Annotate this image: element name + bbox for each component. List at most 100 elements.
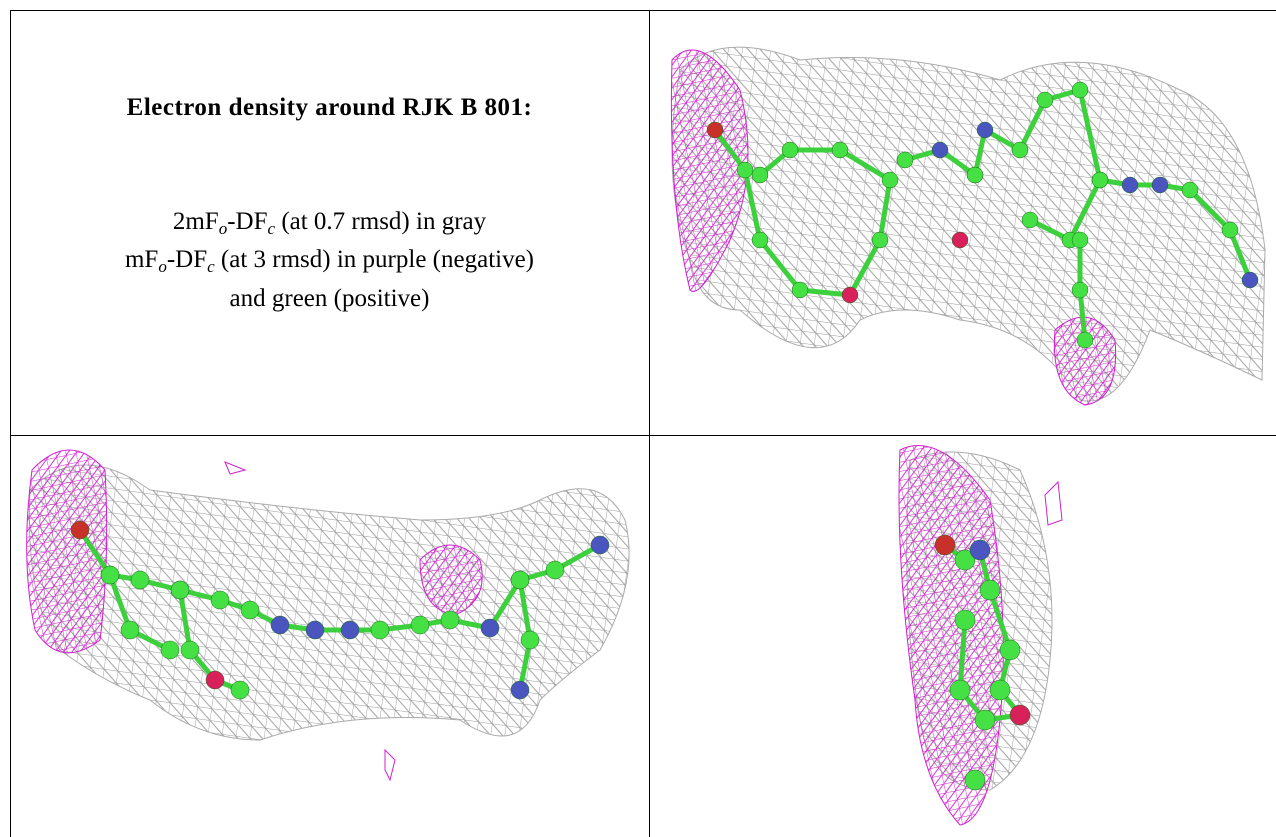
atom <box>979 579 1001 601</box>
atom <box>881 171 899 189</box>
atom <box>305 620 325 640</box>
bond <box>838 147 892 183</box>
atom <box>1071 231 1089 249</box>
atom <box>871 231 889 249</box>
purple-mesh <box>384 748 396 782</box>
bond <box>758 238 802 292</box>
bond <box>847 238 883 297</box>
atom <box>1181 181 1199 199</box>
atom <box>1011 141 1029 159</box>
text: 2mF <box>172 208 219 235</box>
atom <box>120 620 140 640</box>
purple-mesh <box>898 445 1004 826</box>
atom <box>340 620 360 640</box>
bond <box>713 128 747 172</box>
atom <box>931 141 949 159</box>
caption-title: Electron density around RJK B 801: <box>126 94 533 121</box>
atom <box>954 549 976 571</box>
text: and green (positive) <box>229 285 430 312</box>
atom <box>966 166 984 184</box>
atom <box>270 615 290 635</box>
atom <box>130 570 150 590</box>
atom <box>100 565 120 585</box>
atom <box>410 615 430 635</box>
density-panel-2 <box>26 449 630 782</box>
text: -DF <box>227 208 268 235</box>
atom <box>1009 704 1031 726</box>
gray-mesh <box>28 464 630 741</box>
atom <box>240 600 260 620</box>
atom <box>160 640 180 660</box>
atom <box>520 630 540 650</box>
atom <box>170 580 190 600</box>
ligand-model <box>70 520 610 700</box>
atom <box>934 534 956 556</box>
purple-mesh <box>26 449 108 654</box>
subscript: c <box>207 257 215 276</box>
purple-mesh <box>419 544 483 616</box>
ligand-model <box>706 81 1259 349</box>
atom <box>180 640 200 660</box>
caption-line: 2mFo-DFc (at 0.7 rmsd) in gray <box>10 208 649 238</box>
atom <box>1121 176 1139 194</box>
table-grid <box>10 10 1276 837</box>
atom <box>210 590 230 610</box>
purple-mesh <box>1044 480 1063 526</box>
atom <box>590 535 610 555</box>
atom <box>841 286 859 304</box>
atom <box>896 151 914 169</box>
atom <box>989 679 1011 701</box>
atom <box>1241 271 1259 289</box>
bond <box>517 579 533 641</box>
atom <box>205 670 225 690</box>
bond <box>987 589 1013 651</box>
atom <box>70 520 90 540</box>
atom <box>999 639 1021 661</box>
atom <box>510 570 530 590</box>
text: (at 0.7 rmsd) in gray <box>275 208 487 235</box>
subscript: o <box>218 219 228 238</box>
caption-line: and green (positive) <box>10 285 649 313</box>
purple-mesh <box>670 49 749 292</box>
bond <box>877 179 893 241</box>
atom <box>1076 331 1094 349</box>
atom <box>370 620 390 640</box>
atom <box>1071 281 1089 299</box>
atom <box>480 618 500 638</box>
atom <box>964 769 986 791</box>
bond <box>799 287 851 298</box>
atom <box>1091 171 1109 189</box>
bond <box>957 619 968 691</box>
atom <box>440 610 460 630</box>
atom <box>230 680 250 700</box>
atom <box>954 609 976 631</box>
atom <box>791 281 809 299</box>
atom <box>751 166 769 184</box>
bond <box>1077 289 1088 341</box>
atom <box>1071 81 1089 99</box>
gray-mesh <box>671 46 1266 402</box>
bond <box>1017 98 1048 152</box>
ligand-model <box>934 534 1031 791</box>
subscript: o <box>158 257 167 276</box>
atom <box>974 709 996 731</box>
atom <box>751 231 769 249</box>
bond <box>1067 178 1103 242</box>
bond <box>1188 188 1232 232</box>
density-panel-1 <box>670 46 1266 406</box>
text: (at 3 rmsd) in purple (negative) <box>214 246 535 273</box>
purple-mesh <box>224 461 247 475</box>
atom <box>969 539 991 561</box>
atom <box>976 121 994 139</box>
text: -DF <box>166 246 208 273</box>
caption-line: mFo-DFc (at 3 rmsd) in purple (negative) <box>10 246 649 276</box>
subscript: c <box>267 219 276 238</box>
atom <box>1021 211 1039 229</box>
density-panel-3 <box>898 445 1063 826</box>
atom <box>545 560 565 580</box>
bond <box>1227 229 1253 281</box>
atom <box>1221 221 1239 239</box>
bond <box>487 578 523 630</box>
